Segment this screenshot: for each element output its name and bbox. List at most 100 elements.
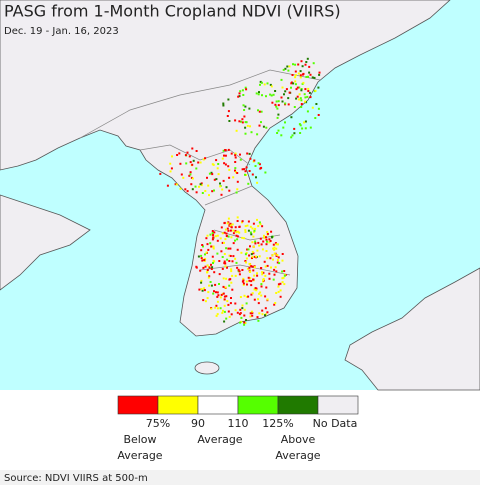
pixel <box>274 302 277 304</box>
pixel <box>203 287 206 290</box>
pixel <box>276 132 279 134</box>
pixel <box>191 188 194 191</box>
pixel <box>214 283 217 286</box>
pixel <box>311 106 314 109</box>
pixel <box>205 251 208 254</box>
pixel <box>253 266 256 269</box>
pixel <box>200 279 203 282</box>
pixel <box>299 124 302 127</box>
pixel <box>298 93 301 96</box>
pixel <box>275 270 278 273</box>
pixel <box>284 102 287 105</box>
pixel <box>238 231 241 234</box>
pixel <box>206 271 209 274</box>
pixel <box>243 321 246 324</box>
pixel <box>213 271 216 274</box>
pixel <box>243 115 246 118</box>
pixel <box>271 254 274 257</box>
pixel <box>231 223 234 226</box>
pixel <box>231 274 234 277</box>
pixel <box>169 170 172 173</box>
pixel <box>230 313 233 316</box>
pixel <box>249 231 252 234</box>
pixel <box>236 238 239 241</box>
pixel <box>203 259 206 261</box>
pixel <box>253 229 256 232</box>
pixel <box>298 98 301 101</box>
legend-tick-label: 90 <box>191 417 205 430</box>
pixel <box>299 70 302 73</box>
pixel <box>226 300 229 303</box>
pixel <box>265 286 268 289</box>
pixel <box>244 86 247 89</box>
pixel <box>222 102 225 105</box>
pixel <box>201 192 204 194</box>
pixel <box>218 273 221 276</box>
pixel <box>249 157 252 160</box>
pixel <box>303 121 306 124</box>
pixel <box>275 105 278 108</box>
pixel <box>184 154 187 157</box>
pixel <box>264 307 267 310</box>
pixel <box>273 273 276 276</box>
pixel <box>200 288 203 290</box>
pixel <box>192 159 195 162</box>
pixel <box>259 237 262 240</box>
pixel <box>242 283 245 286</box>
pixel <box>216 313 219 316</box>
pixel <box>210 268 213 270</box>
pixel <box>242 94 245 96</box>
pixel <box>231 260 234 263</box>
pixel <box>216 234 219 237</box>
pixel <box>272 247 275 250</box>
pixel <box>200 182 203 185</box>
pixel <box>202 158 205 161</box>
pixel <box>242 282 245 285</box>
pixel <box>291 134 294 137</box>
pixel <box>224 149 227 151</box>
pixel <box>200 281 203 284</box>
pixel <box>246 224 249 227</box>
pixel <box>254 165 257 167</box>
pixel <box>262 271 265 274</box>
pixel <box>227 310 230 313</box>
pixel <box>282 68 285 71</box>
pixel <box>244 253 247 256</box>
pixel <box>229 222 232 225</box>
pixel <box>296 95 299 98</box>
pixel <box>200 184 203 187</box>
pixel <box>240 320 243 323</box>
pixel <box>231 288 234 291</box>
pixel <box>207 291 210 294</box>
pixel <box>293 106 296 108</box>
pixel <box>205 237 208 240</box>
pixel <box>252 222 255 225</box>
pixel <box>285 88 288 91</box>
pixel <box>240 316 243 319</box>
pixel <box>281 100 284 103</box>
pixel <box>257 319 260 322</box>
pixel <box>284 90 287 93</box>
pixel <box>269 240 272 242</box>
legend-swatch <box>277 395 319 415</box>
pixel <box>228 224 231 227</box>
pixel <box>281 281 284 284</box>
pixel <box>247 248 250 251</box>
pixel <box>221 232 224 235</box>
pixel <box>266 311 269 314</box>
pixel <box>247 229 250 232</box>
pixel <box>239 158 242 161</box>
pixel <box>270 230 273 233</box>
pixel <box>279 289 282 292</box>
pixel <box>283 270 286 272</box>
pixel <box>266 240 268 243</box>
pixel <box>281 270 284 273</box>
pixel <box>201 259 204 262</box>
pixel <box>215 291 217 294</box>
pixel <box>307 87 310 90</box>
pixel <box>276 259 279 261</box>
pixel <box>258 110 261 113</box>
pixel <box>265 95 267 98</box>
pixel <box>274 242 277 245</box>
